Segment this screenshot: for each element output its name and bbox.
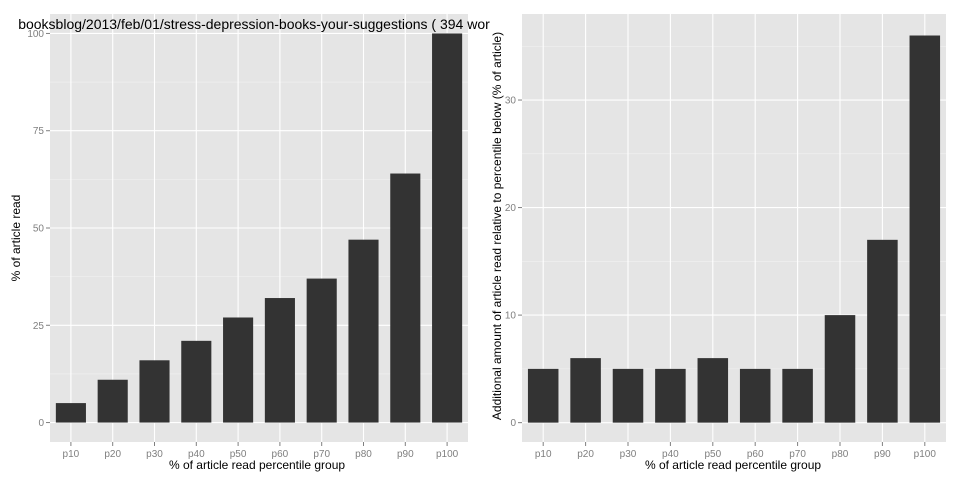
bar-p100 <box>432 33 463 423</box>
bar-p30 <box>139 360 170 423</box>
bar-p20 <box>570 358 601 423</box>
bar-p80 <box>824 315 856 423</box>
x-tick-label: p50 <box>230 449 247 460</box>
x-tick-label: p40 <box>188 449 205 460</box>
x-tick-label: p40 <box>662 449 679 460</box>
x-tick-label: p30 <box>620 449 637 460</box>
x-tick-labels: p10 p20 p30 p40 p50 p60 p70 p80 p90 p100 <box>535 442 937 460</box>
bars <box>527 35 941 423</box>
x-tick-label: p50 <box>704 449 721 460</box>
bar-p10 <box>55 403 86 423</box>
x-tick-label: p100 <box>436 449 459 460</box>
y-axis-label: Additional amount of article read relati… <box>490 32 504 420</box>
bar-p40 <box>181 340 212 423</box>
x-tick-label: p90 <box>874 449 891 460</box>
bars <box>55 33 463 423</box>
bar-p70 <box>782 368 813 423</box>
x-tick-label: p10 <box>63 449 80 460</box>
bar-p10 <box>527 368 559 423</box>
y-tick-label: 0 <box>510 418 516 429</box>
x-tick-labels: p10 p20 p30 p40 p50 p60 p70 p80 p90 p100 <box>63 442 459 460</box>
y-tick-label: 10 <box>505 311 517 322</box>
x-tick-label: p70 <box>789 449 806 460</box>
bar-p50 <box>223 317 254 423</box>
bar-p60 <box>264 298 295 423</box>
x-tick-label: p10 <box>535 449 552 460</box>
x-tick-label: p20 <box>104 449 121 460</box>
bar-p100 <box>909 35 941 423</box>
y-tick-labels: 0 10 20 30 <box>505 96 522 429</box>
x-axis-label: % of article read percentile group <box>645 458 821 472</box>
bar-p80 <box>348 239 379 423</box>
bar-p30 <box>612 368 644 423</box>
x-tick-label: p80 <box>355 449 372 460</box>
x-tick-label: p20 <box>577 449 594 460</box>
chart-title: booksblog/2013/feb/01/stress-depression-… <box>18 16 490 32</box>
x-tick-label: p60 <box>747 449 764 460</box>
bar-p90 <box>867 239 898 423</box>
x-tick-label: p80 <box>832 449 849 460</box>
y-tick-labels: 0 25 50 75 100 <box>27 29 50 429</box>
x-tick-label: p60 <box>272 449 289 460</box>
x-tick-label: p100 <box>914 449 937 460</box>
y-tick-label: 20 <box>505 203 517 214</box>
y-tick-label: 75 <box>33 126 45 137</box>
y-axis-label: % of article read <box>9 195 23 282</box>
y-tick-label: 25 <box>33 321 45 332</box>
y-tick-label: 30 <box>505 96 517 107</box>
bar-p20 <box>97 379 128 423</box>
y-tick-label: 100 <box>27 29 44 40</box>
y-tick-label: 50 <box>33 224 45 235</box>
x-tick-label: p70 <box>313 449 330 460</box>
bar-p40 <box>655 368 686 423</box>
bar-p50 <box>697 358 729 423</box>
bar-p70 <box>306 278 337 423</box>
bar-p90 <box>390 173 421 423</box>
x-axis-label: % of article read percentile group <box>169 458 345 472</box>
y-tick-label: 0 <box>38 418 44 429</box>
bar-p60 <box>739 368 771 423</box>
x-tick-label: p90 <box>397 449 414 460</box>
x-tick-label: p30 <box>146 449 163 460</box>
